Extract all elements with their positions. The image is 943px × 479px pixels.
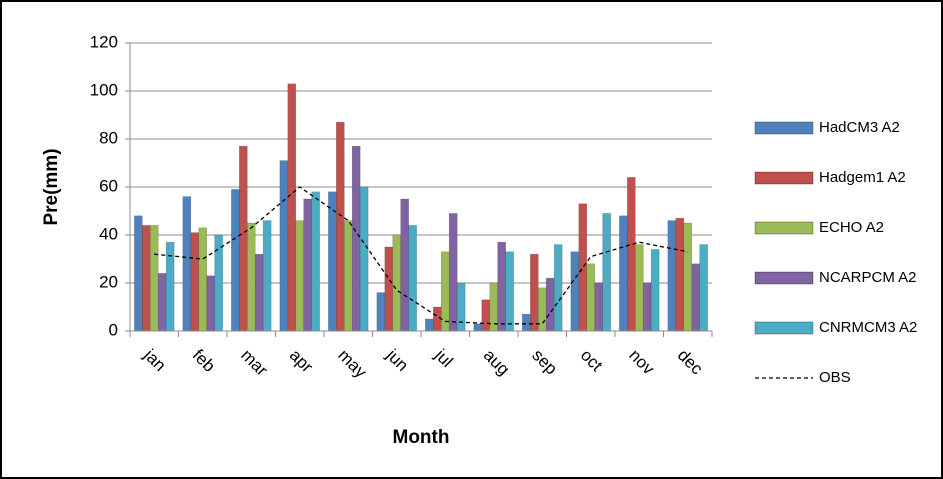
bar [602, 213, 611, 332]
bar [530, 253, 539, 332]
bar [134, 215, 143, 332]
bar [497, 241, 506, 332]
bar [287, 83, 297, 332]
bar [675, 217, 685, 332]
bar [157, 273, 167, 332]
y-tick-label: 80 [99, 128, 118, 147]
legend-label: Hadgem1 A2 [819, 169, 906, 186]
bar [433, 306, 442, 332]
bar [343, 220, 353, 332]
bar [619, 215, 628, 332]
y-axis-title: Pre(mm) [41, 148, 62, 225]
bar [262, 220, 272, 332]
bar [650, 249, 660, 332]
bar [691, 263, 700, 332]
bar [392, 234, 402, 332]
bar [699, 244, 708, 332]
bar [328, 191, 337, 332]
bar [425, 318, 434, 332]
bar [594, 282, 603, 332]
x-axis-title: Month [393, 427, 450, 448]
bar [190, 232, 200, 332]
bar [303, 198, 312, 332]
bar [578, 203, 588, 332]
bar [522, 313, 531, 332]
bar [473, 323, 483, 332]
bar [683, 222, 693, 332]
bar [351, 145, 361, 332]
bar [376, 292, 386, 332]
legend-label: HadCM3 A2 [819, 119, 900, 136]
bar [198, 227, 208, 332]
legend-swatch [754, 121, 814, 135]
bar [182, 196, 192, 332]
bar [408, 225, 417, 332]
bar [627, 177, 636, 332]
y-tick-label: 60 [99, 176, 118, 195]
bar [448, 213, 458, 332]
bar [336, 121, 345, 332]
legend-swatch [754, 321, 814, 335]
bar [279, 160, 289, 332]
bar [553, 244, 563, 332]
legend-label: OBS [819, 369, 851, 386]
legend-swatch [754, 171, 814, 185]
bar [505, 251, 514, 332]
legend-swatch [754, 271, 814, 285]
y-tick-label: 40 [99, 224, 118, 243]
bar [149, 225, 159, 332]
legend-swatch [754, 221, 814, 235]
legend-label: ECHO A2 [819, 219, 884, 236]
bar [142, 225, 151, 332]
bar [295, 220, 305, 332]
bar [206, 275, 215, 332]
bar [586, 263, 596, 332]
y-tick-label: 100 [90, 80, 118, 99]
bar [634, 244, 644, 332]
bar [311, 191, 320, 332]
bar [537, 287, 547, 332]
y-tick-label: 20 [99, 272, 118, 291]
bar [214, 234, 223, 332]
bar [545, 277, 555, 332]
bar [231, 189, 240, 332]
legend-label: NCARPCM A2 [819, 269, 917, 286]
bar [400, 198, 409, 332]
bar [359, 186, 369, 332]
legend-label: CNRMCM3 A2 [819, 319, 917, 336]
bar [642, 282, 652, 332]
y-tick-label: 0 [109, 320, 118, 339]
bar [239, 145, 248, 332]
bar [246, 222, 256, 332]
bar [481, 299, 491, 332]
bar [254, 253, 264, 332]
bar [456, 282, 466, 332]
bar [570, 251, 580, 332]
y-tick-label: 120 [90, 32, 118, 51]
bar [667, 220, 677, 332]
bar [384, 246, 394, 332]
